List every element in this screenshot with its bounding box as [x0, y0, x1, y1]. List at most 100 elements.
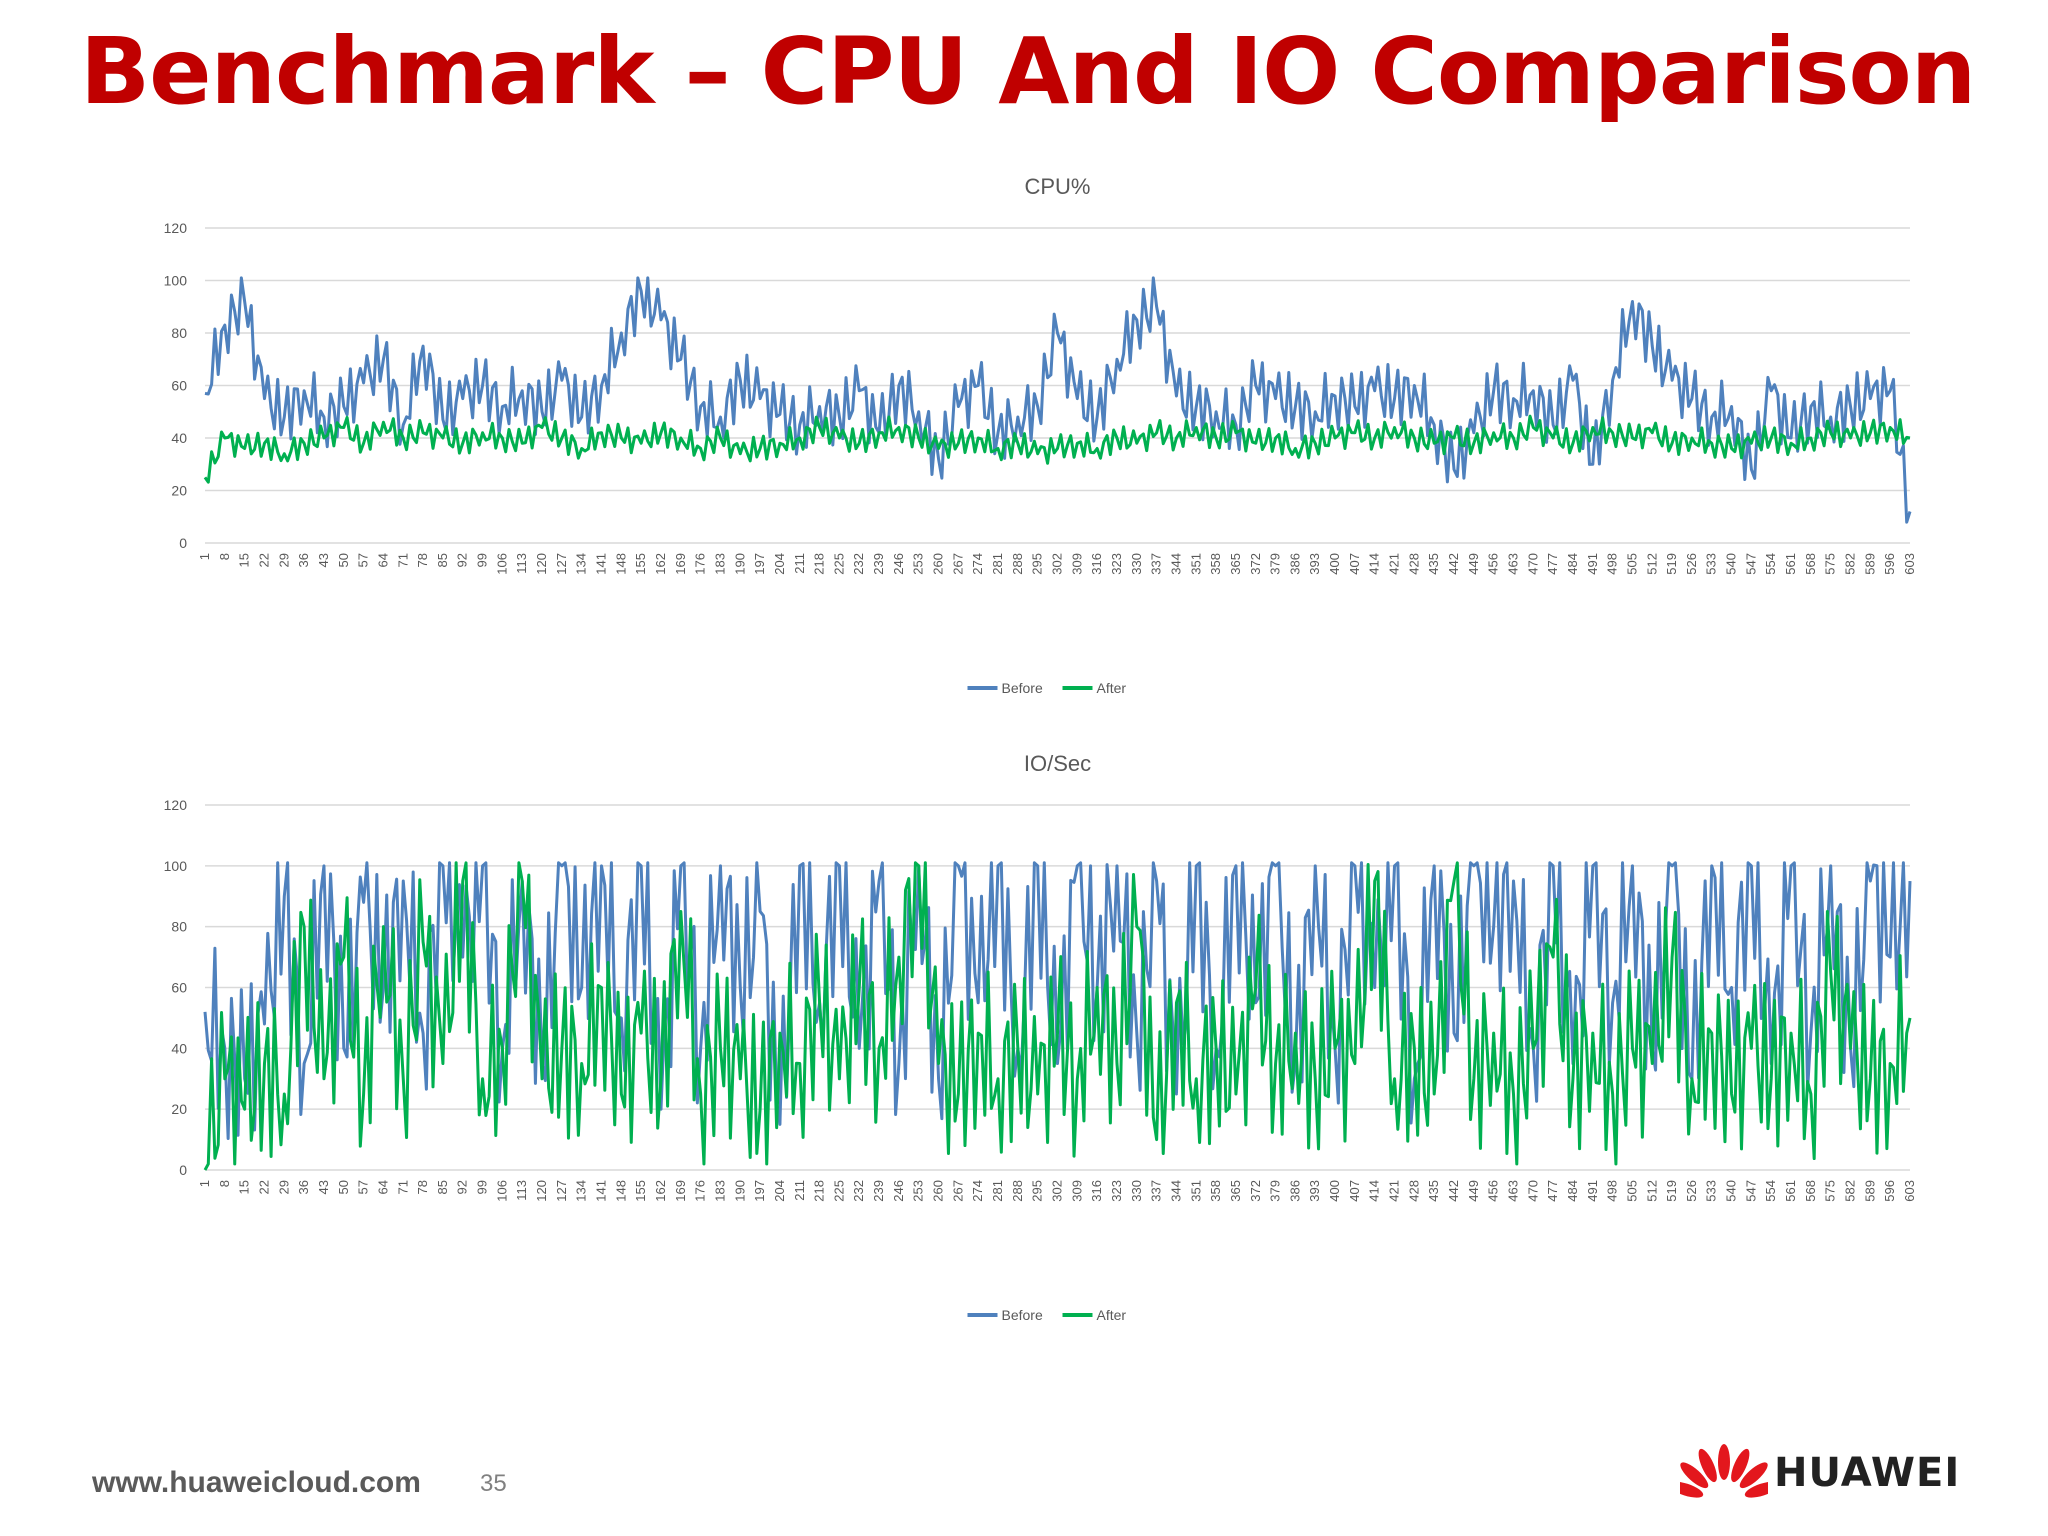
- io-x-tick-label: 428: [1406, 1180, 1421, 1202]
- cpu-x-tick-label: 533: [1704, 553, 1719, 575]
- cpu-series-before: [204, 276, 1912, 524]
- cpu-x-tick-label: 29: [276, 553, 291, 567]
- io-x-tick-label: 477: [1545, 1180, 1560, 1202]
- io-x-tick-label: 442: [1446, 1180, 1461, 1202]
- footer-url: www.huaweicloud.com: [92, 1466, 421, 1499]
- io-series-after: [203, 861, 1912, 1171]
- cpu-x-tick-label: 498: [1605, 553, 1620, 575]
- io-x-tick-label: 302: [1050, 1180, 1065, 1202]
- cpu-x-tick-label: 64: [375, 553, 390, 567]
- io-x-tick-label: 260: [931, 1180, 946, 1202]
- io-x-tick-label: 400: [1327, 1180, 1342, 1202]
- io-x-tick-label: 36: [296, 1180, 311, 1194]
- cpu-x-tick-label: 470: [1525, 553, 1540, 575]
- io-x-tick-label: 589: [1862, 1180, 1877, 1202]
- cpu-x-tick-label: 176: [693, 553, 708, 575]
- cpu-x-tick-label: 71: [395, 553, 410, 567]
- cpu-x-tick-label: 512: [1644, 553, 1659, 575]
- cpu-y-tick-label: 80: [171, 325, 187, 341]
- io-x-tick-label: 274: [970, 1180, 985, 1202]
- cpu-x-tick-label: 519: [1664, 553, 1679, 575]
- brand-name: HUAWEI: [1774, 1450, 1961, 1496]
- cpu-x-tick-label: 106: [494, 553, 509, 575]
- cpu-y-tick-label: 0: [179, 535, 187, 551]
- io-x-tick-label: 449: [1466, 1180, 1481, 1202]
- io-x-tick-label: 176: [693, 1180, 708, 1202]
- io-x-tick-label: 190: [732, 1180, 747, 1202]
- io-x-tick-label: 204: [772, 1180, 787, 1202]
- io-x-tick-label: 337: [1149, 1180, 1164, 1202]
- io-x-tick-label: 71: [395, 1180, 410, 1194]
- cpu-title: CPU%: [1024, 174, 1090, 199]
- brand-logo: HUAWEI: [1680, 1440, 1960, 1506]
- cpu-x-tick-label: 246: [891, 553, 906, 575]
- io-x-tick-label: 120: [534, 1180, 549, 1202]
- cpu-series-after: [203, 414, 1911, 484]
- io-x-tick-label: 43: [316, 1180, 331, 1194]
- io-y-tick-label: 100: [164, 858, 188, 874]
- cpu-x-tick-label: 43: [316, 553, 331, 567]
- cpu-x-tick-label: 372: [1248, 553, 1263, 575]
- cpu-x-tick-label: 1: [197, 553, 212, 560]
- cpu-x-tick-label: 414: [1367, 553, 1382, 575]
- cpu-x-tick-label: 92: [455, 553, 470, 567]
- cpu-x-tick-label: 190: [732, 553, 747, 575]
- cpu-x-tick-label: 232: [851, 553, 866, 575]
- io-x-tick-label: 92: [455, 1180, 470, 1194]
- cpu-x-tick-label: 351: [1188, 553, 1203, 575]
- io-x-tick-label: 113: [514, 1180, 529, 1201]
- io-x-tick-label: 561: [1783, 1180, 1798, 1202]
- cpu-x-tick-label: 505: [1624, 553, 1639, 575]
- io-legend-label: After: [1097, 1307, 1127, 1323]
- io-x-tick-label: 575: [1823, 1180, 1838, 1202]
- io-x-tick-label: 29: [276, 1180, 291, 1194]
- cpu-x-tick-label: 253: [911, 553, 926, 575]
- io-x-tick-label: 554: [1763, 1180, 1778, 1202]
- cpu-x-tick-label: 568: [1803, 553, 1818, 575]
- io-x-tick-label: 323: [1109, 1180, 1124, 1202]
- cpu-y-tick-label: 120: [164, 220, 188, 236]
- io-x-tick-label: 330: [1129, 1180, 1144, 1202]
- cpu-x-tick-label: 456: [1486, 553, 1501, 575]
- cpu-y-tick-label: 100: [164, 273, 188, 289]
- io-x-tick-label: 463: [1505, 1180, 1520, 1202]
- io-x-tick-label: 50: [336, 1180, 351, 1194]
- cpu-x-tick-label: 547: [1743, 553, 1758, 575]
- cpu-x-tick-label: 113: [514, 553, 529, 574]
- io-legend-label: Before: [1002, 1307, 1043, 1323]
- cpu-x-tick-label: 393: [1307, 553, 1322, 575]
- io-x-tick-label: 288: [1010, 1180, 1025, 1202]
- io-x-tick-label: 232: [851, 1180, 866, 1202]
- io-x-tick-label: 169: [673, 1180, 688, 1202]
- io-x-tick-label: 197: [752, 1180, 767, 1202]
- io-x-tick-label: 99: [475, 1180, 490, 1194]
- cpu-x-tick-label: 8: [217, 553, 232, 560]
- io-x-tick-label: 344: [1168, 1180, 1183, 1202]
- cpu-legend-label: Before: [1002, 680, 1043, 696]
- cpu-x-tick-label: 596: [1882, 553, 1897, 575]
- cpu-x-tick-label: 365: [1228, 553, 1243, 575]
- cpu-x-tick-label: 379: [1268, 553, 1283, 575]
- io-title: IO/Sec: [1024, 751, 1091, 776]
- io-y-tick-label: 20: [171, 1101, 187, 1117]
- io-x-tick-label: 22: [256, 1180, 271, 1194]
- cpu-x-tick-label: 57: [356, 553, 371, 567]
- cpu-x-tick-label: 295: [1030, 553, 1045, 575]
- io-x-tick-label: 365: [1228, 1180, 1243, 1202]
- io-x-tick-label: 512: [1644, 1180, 1659, 1202]
- io-x-tick-label: 64: [375, 1180, 390, 1194]
- io-x-tick-label: 372: [1248, 1180, 1263, 1202]
- cpu-y-tick-label: 60: [171, 378, 187, 394]
- io-x-tick-label: 519: [1664, 1180, 1679, 1202]
- cpu-x-tick-label: 442: [1446, 553, 1461, 575]
- io-x-tick-label: 246: [891, 1180, 906, 1202]
- cpu-chart-svg: CPU% 0 20 40 60 80 100 120 1 8 15 22 29 36 43 50 57 64 71 7…: [164, 174, 1917, 696]
- cpu-x-tick-label: 15: [237, 553, 252, 567]
- io-x-tick-label: 540: [1724, 1180, 1739, 1202]
- cpu-x-tick-label: 491: [1585, 553, 1600, 575]
- cpu-x-tick-label: 211: [792, 553, 807, 574]
- io-x-tick-label: 484: [1565, 1180, 1580, 1202]
- io-x-tick-label: 141: [594, 1180, 609, 1202]
- io-x-tick-label: 498: [1605, 1180, 1620, 1202]
- io-x-tick-label: 148: [613, 1180, 628, 1202]
